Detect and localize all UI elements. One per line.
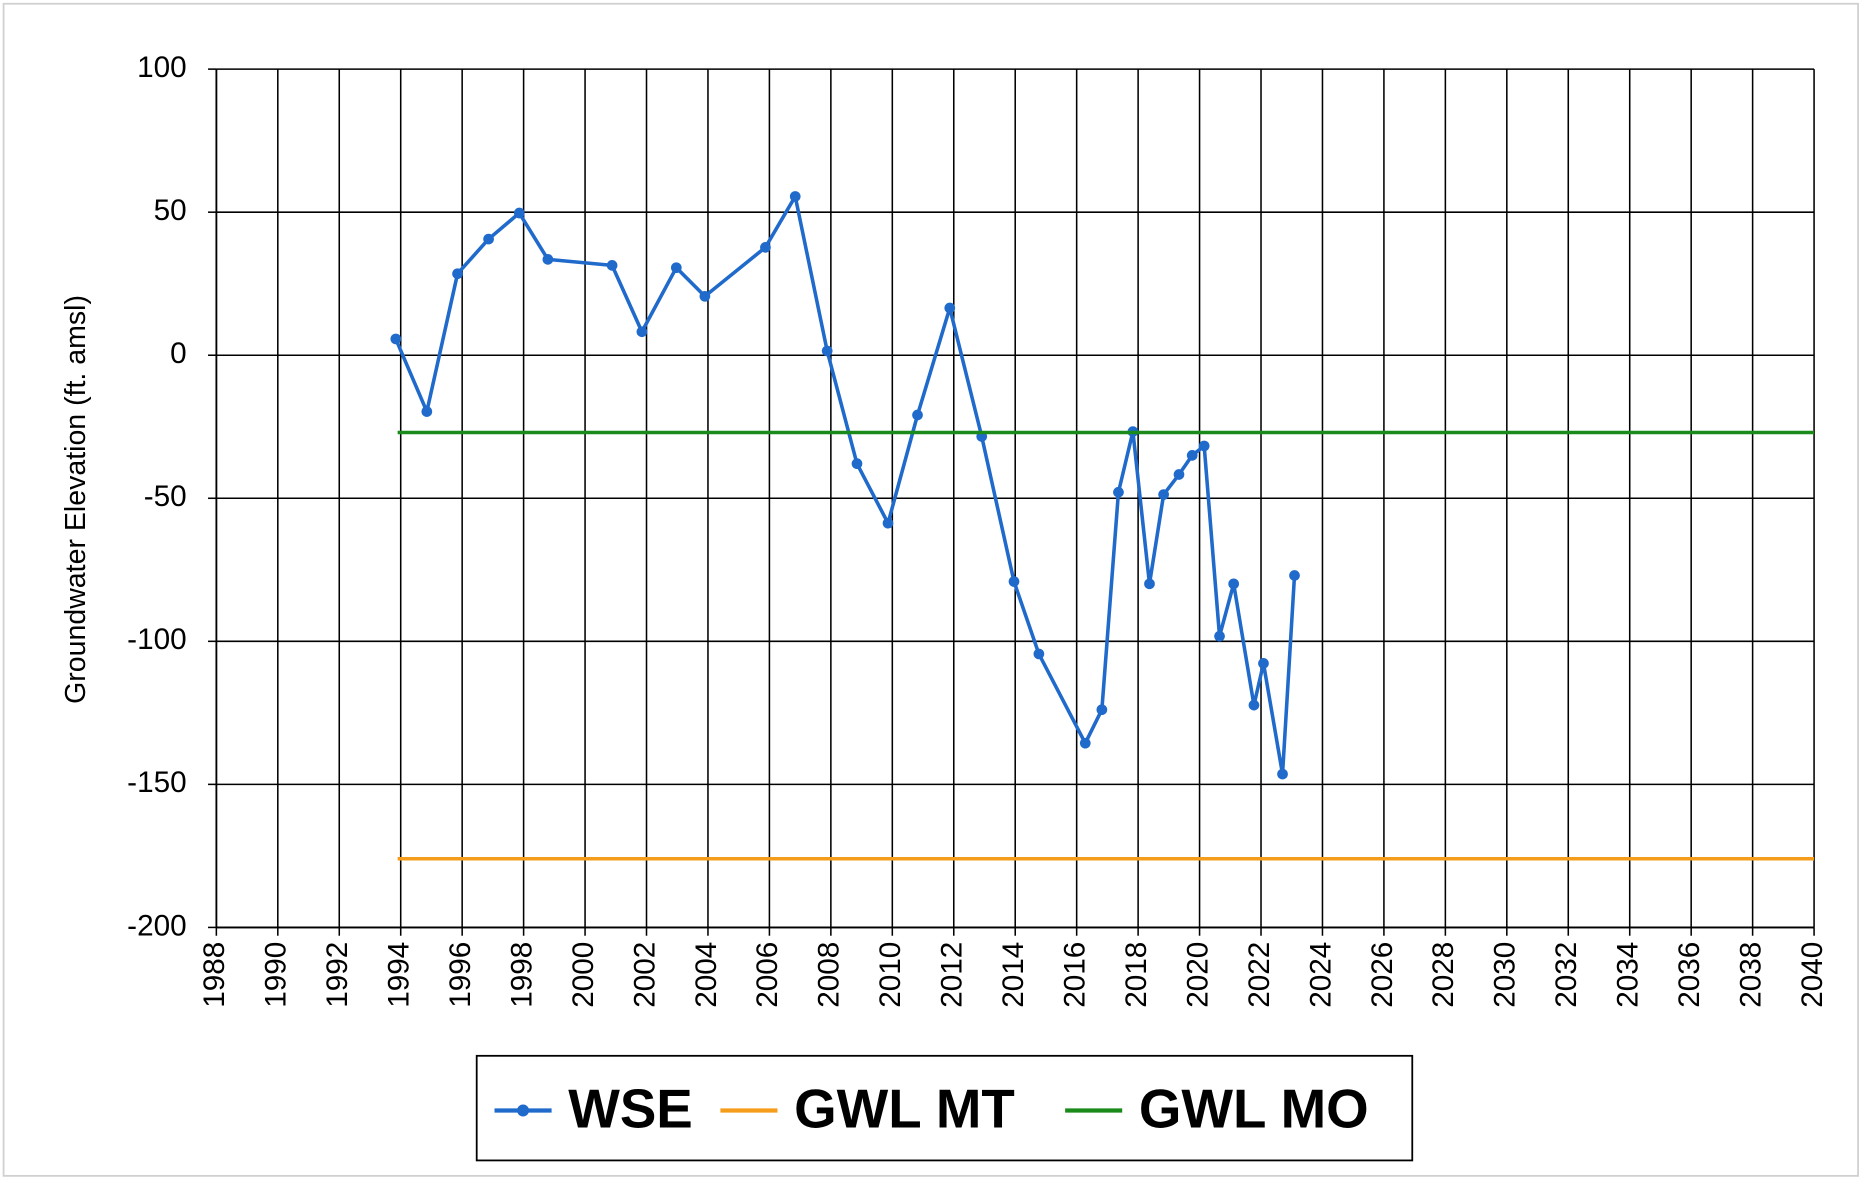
- x-tick-label: 2026: [1366, 942, 1399, 1008]
- y-tick-label: -100: [127, 623, 186, 656]
- data-point: [1198, 440, 1210, 452]
- x-tick-label: 1996: [444, 942, 477, 1008]
- data-point: [1258, 658, 1269, 669]
- x-tick-label: 2004: [690, 942, 723, 1008]
- data-point: [1113, 486, 1124, 498]
- y-tick-label: 100: [137, 51, 187, 84]
- data-point: [1228, 578, 1240, 590]
- y-tick-label: -200: [127, 909, 186, 942]
- data-point: [1214, 630, 1225, 642]
- data-point: [1186, 450, 1198, 461]
- x-tick-label: 2014: [997, 942, 1030, 1008]
- x-tick-label: 2016: [1059, 942, 1092, 1008]
- data-point: [912, 409, 923, 421]
- data-point: [1144, 578, 1155, 590]
- data-point: [1248, 699, 1260, 711]
- data-point: [390, 333, 402, 345]
- data-point: [1173, 469, 1185, 480]
- y-tick-label: 50: [154, 194, 187, 227]
- data-point: [944, 302, 956, 314]
- data-point: [1096, 704, 1108, 716]
- x-tick-label: 1998: [505, 942, 538, 1008]
- legend-marker: [517, 1104, 530, 1117]
- legend-box: [475, 1054, 1414, 1162]
- data-point: [851, 458, 863, 470]
- x-tick-label: 2000: [567, 942, 600, 1008]
- data-point: [699, 290, 711, 302]
- data-point: [1289, 570, 1300, 581]
- x-tick-label: 2022: [1243, 942, 1276, 1008]
- legend-label: WSE: [568, 1077, 693, 1139]
- data-point: [421, 406, 433, 417]
- data-point: [606, 260, 618, 271]
- data-point: [1158, 489, 1169, 500]
- data-point: [452, 268, 463, 280]
- y-axis-label: Groundwater Elevation (ft. amsl): [60, 295, 92, 704]
- y-tick-label: -150: [127, 766, 186, 799]
- x-tick-label: 2032: [1550, 942, 1583, 1008]
- x-tick-label: 1992: [321, 942, 354, 1008]
- data-point: [636, 326, 648, 338]
- data-point: [1079, 737, 1091, 749]
- data-point: [821, 345, 833, 357]
- data-point: [789, 191, 801, 202]
- x-tick-label: 2040: [1796, 942, 1829, 1008]
- data-point: [542, 254, 554, 265]
- data-point: [882, 517, 894, 529]
- x-tick-label: 1990: [260, 942, 293, 1008]
- x-tick-label: 2002: [628, 942, 661, 1008]
- x-tick-label: 2012: [936, 942, 969, 1008]
- data-point: [1277, 768, 1288, 780]
- x-tick-label: 2018: [1120, 942, 1153, 1008]
- data-point: [513, 207, 525, 219]
- data-point: [483, 233, 494, 245]
- data-point: [760, 242, 771, 253]
- y-tick-label: -50: [144, 480, 187, 513]
- data-point: [1008, 576, 1020, 587]
- x-tick-label: 2028: [1427, 942, 1460, 1008]
- x-tick-label: 1988: [198, 942, 231, 1008]
- x-tick-label: 2038: [1734, 942, 1767, 1008]
- x-tick-label: 2010: [874, 942, 907, 1008]
- x-tick-label: 2020: [1181, 942, 1214, 1008]
- data-point: [1033, 648, 1045, 660]
- x-tick-label: 2030: [1489, 942, 1522, 1008]
- legend-label: GWL MO: [1139, 1077, 1369, 1139]
- x-tick-label: 2036: [1673, 942, 1706, 1008]
- x-tick-label: 2034: [1612, 942, 1645, 1008]
- x-tick-label: 1994: [383, 942, 416, 1008]
- data-point: [670, 262, 682, 274]
- x-tick-label: 2008: [813, 942, 846, 1008]
- legend-label: GWL MT: [794, 1077, 1015, 1139]
- y-tick-label: 0: [170, 337, 187, 370]
- x-tick-label: 2006: [751, 942, 784, 1008]
- x-tick-label: 2024: [1304, 942, 1337, 1008]
